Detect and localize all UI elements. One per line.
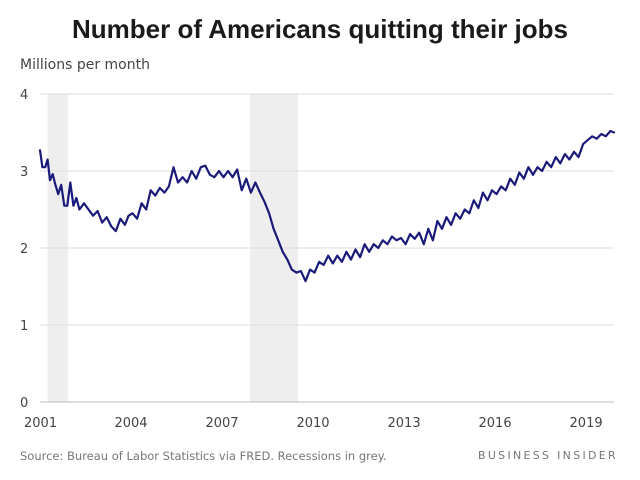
source-note: Source: Bureau of Labor Statistics via F… — [20, 449, 387, 463]
quits-series-line — [38, 129, 616, 283]
x-tick-label: 2013 — [388, 416, 421, 431]
x-tick-label: 2016 — [479, 416, 512, 431]
x-tick-label: 2001 — [24, 416, 57, 431]
x-tick-labels: 2001 2004 2007 2010 2013 2016 2019 — [24, 416, 603, 431]
y-tick-label: 1 — [20, 319, 28, 334]
x-tick-label: 2007 — [205, 416, 238, 431]
y-gridlines — [40, 93, 614, 403]
x-tick-label: 2010 — [296, 416, 329, 431]
x-tick-label: 2019 — [570, 416, 603, 431]
brand-logo-text: BUSINESS INSIDER — [477, 449, 618, 462]
x-tick-label: 2004 — [114, 416, 147, 431]
y-tick-labels: 0 1 2 3 4 — [20, 88, 28, 411]
y-tick-label: 3 — [20, 165, 28, 180]
series-layer — [38, 129, 616, 283]
y-tick-label: 0 — [20, 396, 28, 411]
y-tick-label: 4 — [20, 88, 28, 103]
chart-title: Number of Americans quitting their jobs — [72, 14, 568, 44]
y-tick-label: 2 — [20, 242, 28, 257]
y-axis-label: Millions per month — [20, 57, 150, 73]
